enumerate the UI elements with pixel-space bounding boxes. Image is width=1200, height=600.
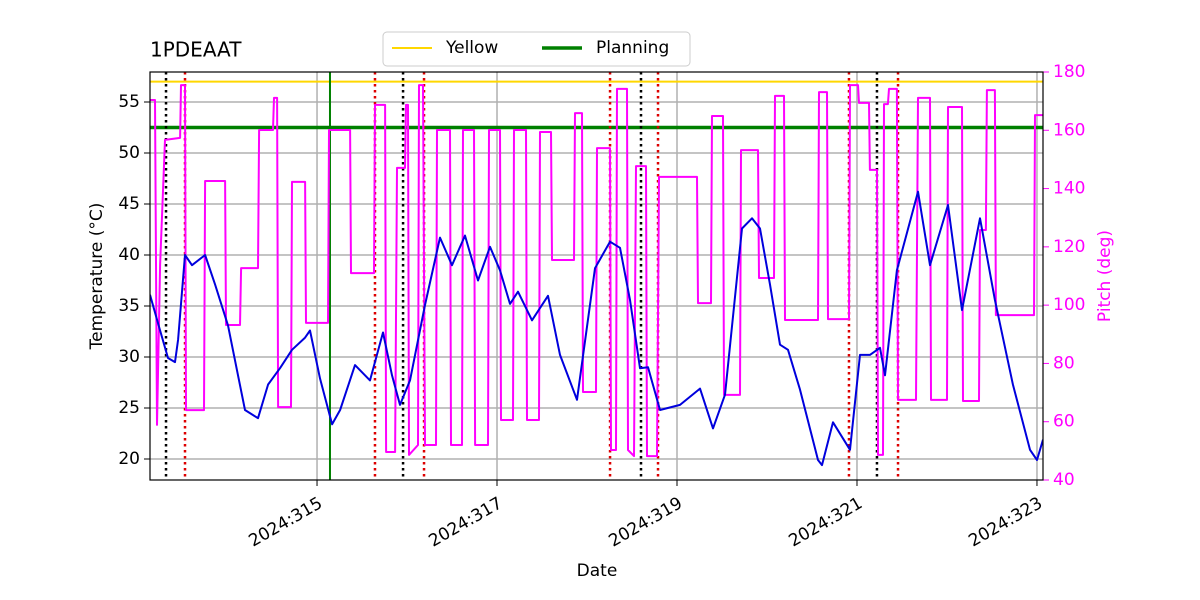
y-tick-label: 55 (118, 92, 140, 112)
y2-tick-label: 80 (1053, 353, 1075, 373)
x-axis-label: Date (577, 561, 618, 581)
y-tick-label: 45 (118, 194, 140, 214)
pitch-line (150, 84, 1043, 458)
legend-label: Yellow (445, 38, 498, 58)
legend-box (382, 31, 691, 67)
y-tick-label: 30 (118, 347, 140, 367)
y2-tick-label: 140 (1053, 179, 1085, 199)
plot-area (150, 72, 1043, 480)
y2-tick-label: 100 (1053, 295, 1085, 315)
x-tick-label: 2024:323 (965, 493, 1046, 551)
legend-label: Planning (596, 38, 669, 58)
legend: Yellow Planning (382, 31, 691, 67)
x-tick-label: 2024:315 (245, 493, 326, 551)
y-tick-label: 50 (118, 143, 140, 163)
x-tick-label: 2024:317 (425, 493, 506, 551)
y-axis-label: Temperature (°C) (87, 203, 107, 351)
y2-tick-label: 60 (1053, 412, 1075, 432)
y2-tick-label: 40 (1053, 470, 1075, 490)
x-tick-label: 2024:319 (605, 493, 686, 551)
y2-tick-label: 180 (1053, 62, 1085, 82)
y-tick-label: 40 (118, 245, 140, 265)
y-tick-label: 20 (118, 449, 140, 469)
temperature-line (150, 190, 1043, 467)
plot-frame (149, 71, 1044, 481)
chart-title: 1PDEAAT (150, 38, 242, 62)
y2-tick-label: 160 (1053, 120, 1085, 140)
y-tick-label: 35 (118, 296, 140, 316)
y2-axis-label: Pitch (deg) (1095, 230, 1115, 322)
y-tick-label: 25 (118, 398, 140, 418)
y2-tick-label: 120 (1053, 237, 1085, 257)
x-tick-label: 2024:321 (785, 493, 866, 551)
